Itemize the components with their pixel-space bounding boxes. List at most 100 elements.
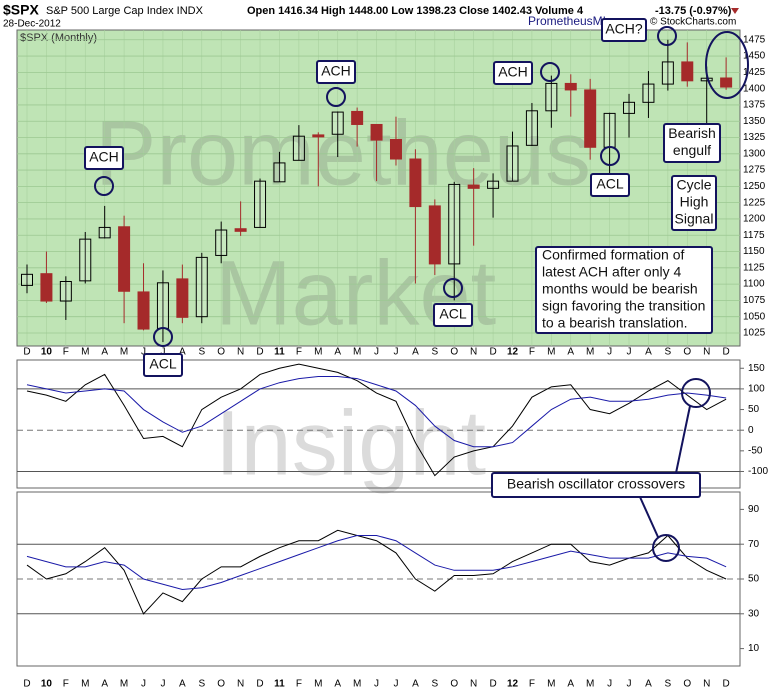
y-tick-label: 1475 (743, 34, 766, 45)
candle-body (254, 180, 267, 228)
candle-body (603, 112, 616, 148)
credit: © StockCharts.com (650, 17, 736, 28)
x-tick-label: M (353, 347, 361, 358)
x-tick-label: N (237, 679, 244, 690)
series-line (26, 529, 727, 615)
date: 28-Dec-2012 (3, 19, 61, 30)
x-tick-label: O (217, 347, 225, 358)
callout-circle (600, 146, 620, 166)
watermark: Insight (215, 392, 486, 494)
x-tick-label: F (296, 679, 302, 690)
x-tick-label: N (470, 347, 477, 358)
x-tick-label: F (296, 347, 302, 358)
x-tick-label: D (256, 679, 263, 690)
candle-body (642, 83, 655, 103)
annotation-text: Bearish oscillator crossovers (507, 476, 685, 492)
x-tick-label: O (450, 347, 458, 358)
candle-body (331, 111, 344, 135)
x-tick-label: A (567, 347, 574, 358)
change: -13.75 (-0.97%) (655, 5, 732, 17)
x-tick-label: D (489, 347, 496, 358)
y-tick-label: 1250 (743, 181, 766, 192)
annotation-text: Confirmed formation of (542, 247, 685, 263)
x-tick-label: M (314, 679, 322, 690)
x-tick-label: A (334, 679, 341, 690)
x-tick-label: D (723, 347, 730, 358)
x-tick-label: M (586, 347, 594, 358)
candle-body (351, 110, 364, 125)
cycle-high-ellipse (705, 31, 749, 99)
y-tick-label: 1450 (743, 51, 766, 62)
x-tick-label: J (607, 679, 612, 690)
y-tick-label: 1325 (743, 132, 766, 143)
callout-box (663, 123, 721, 163)
x-tick-label: N (237, 347, 244, 358)
candle-body (98, 226, 111, 239)
annotation-text: ACH (498, 64, 528, 80)
y-tick-label: 70 (748, 539, 760, 550)
quote: Open 1416.34 High 1448.00 Low 1398.23 Cl… (247, 5, 584, 17)
annotation-text: latest ACH after only 4 (542, 264, 682, 280)
candle-body (409, 158, 422, 208)
x-tick-label: J (160, 347, 165, 358)
x-tick-label: 12 (507, 679, 519, 690)
callout-box (316, 60, 356, 84)
candle-body (545, 82, 558, 112)
y-tick-label: 1150 (743, 246, 765, 257)
annotation-text: ACH (321, 63, 351, 79)
x-tick-label: A (101, 347, 108, 358)
candle-body (720, 77, 733, 88)
candle-body (525, 110, 538, 146)
y-tick-label: 1225 (743, 197, 766, 208)
series-line (26, 535, 727, 590)
pointer (675, 405, 691, 474)
candle-body (215, 229, 228, 256)
callout-circle (540, 62, 560, 82)
x-tick-label: J (393, 679, 398, 690)
y-tick-label: 1175 (743, 230, 765, 241)
x-tick-label: N (703, 679, 710, 690)
candle-body (234, 228, 247, 232)
y-tick-label: 50 (748, 404, 760, 415)
y-tick-label: 1275 (743, 165, 766, 176)
panel-frame (16, 359, 741, 489)
y-tick-label: 90 (748, 504, 760, 515)
callout-box (601, 18, 647, 42)
callout-box (491, 472, 701, 498)
series-line (26, 376, 727, 448)
candle-body (21, 273, 33, 286)
x-tick-label: 11 (274, 679, 285, 690)
candle-body (623, 101, 636, 114)
x-tick-label: D (489, 679, 496, 690)
x-tick-label: A (567, 679, 574, 690)
x-tick-label: N (703, 347, 710, 358)
x-tick-label: F (529, 679, 535, 690)
x-tick-label: J (627, 347, 632, 358)
panel-title: $SPX (Monthly) (20, 32, 97, 44)
annotation-text: Cycle (676, 177, 711, 193)
candle-body (681, 61, 694, 82)
x-tick-label: D (23, 347, 30, 358)
candle-body (312, 134, 325, 138)
callout-circle (657, 26, 677, 46)
watermark: Market (215, 242, 496, 344)
x-tick-label: 10 (41, 347, 53, 358)
x-tick-label: S (431, 347, 438, 358)
x-tick-label: M (314, 347, 322, 358)
x-tick-label: D (23, 679, 30, 690)
callout-circle (94, 176, 114, 196)
callout-box (84, 146, 124, 170)
x-tick-label: F (63, 679, 69, 690)
x-tick-label: M (81, 679, 89, 690)
x-tick-label: S (198, 679, 205, 690)
x-tick-label: F (63, 347, 69, 358)
y-tick-label: 30 (748, 608, 760, 619)
x-tick-label: J (607, 347, 612, 358)
annotation-text: ACL (149, 356, 176, 372)
x-tick-label: 10 (41, 679, 53, 690)
candle-body (195, 256, 208, 318)
x-tick-label: S (198, 347, 205, 358)
callout-box (671, 175, 717, 231)
y-tick-label: -50 (748, 445, 763, 456)
callout-box (143, 353, 183, 377)
